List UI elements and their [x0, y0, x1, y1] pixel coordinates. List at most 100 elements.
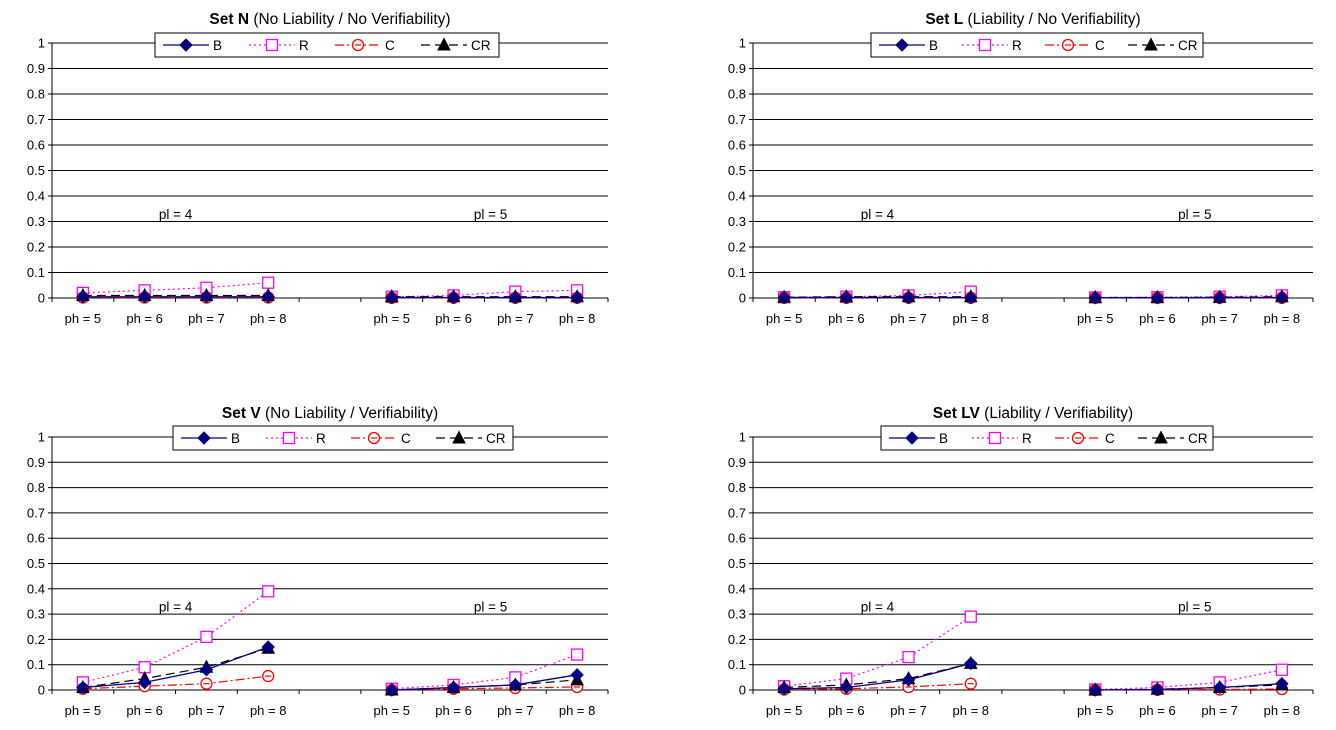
legend: B R C CR	[880, 425, 1214, 451]
legend: B R C CR	[870, 32, 1204, 58]
chart-title: Set L (Liability / No Verifiability)	[925, 11, 1140, 28]
series-line-c	[1095, 688, 1282, 691]
legend-swatch-marker	[1061, 38, 1075, 52]
legend-swatch-marker	[978, 38, 992, 52]
x-tick-label: ph = 8	[250, 703, 287, 718]
x-tick-label: ph = 6	[435, 311, 472, 326]
y-tick-label: 0.8	[27, 480, 45, 495]
data-point-b	[964, 290, 978, 305]
x-tick-label: ph = 8	[250, 311, 287, 326]
data-point-b	[1212, 291, 1227, 305]
data-point-b	[1088, 683, 1102, 697]
chart-set-l-svg: Set L (Liability / No Verifiability) 0 0.1…	[728, 11, 1314, 326]
y-tick-label: 0	[38, 683, 45, 698]
x-tick-label: ph = 6	[828, 703, 865, 718]
data-point-r	[200, 630, 213, 644]
data-point-b	[385, 683, 399, 697]
legend-label: R	[1012, 38, 1022, 53]
data-point-r	[262, 276, 275, 289]
x-tick-label: ph = 6	[1139, 311, 1176, 326]
chart-set-v: Set V (No Liability / Verifiability) 0 0.1…	[0, 365, 668, 730]
legend-swatch-marker	[1154, 430, 1168, 444]
chart-title-rest: (No Liability / No Verifiability)	[249, 11, 451, 28]
chart-title: Set LV (Liability / Verifiability)	[933, 405, 1133, 422]
series-line-r	[391, 289, 578, 298]
legend-swatch-marker	[197, 431, 211, 445]
legend-swatch-marker	[265, 38, 279, 52]
y-tick-label: 0.4	[27, 581, 45, 596]
data-point-b	[508, 290, 523, 305]
data-point-b	[1150, 682, 1165, 697]
y-tick-label: 0.6	[27, 531, 45, 546]
series-line-r	[82, 282, 269, 294]
data-point-b	[1275, 676, 1289, 691]
y-tick-label: 0.5	[27, 163, 45, 178]
legend-swatch-marker	[1144, 37, 1158, 51]
legend-item-r: R	[962, 38, 1022, 53]
y-tick-label: 0	[739, 291, 746, 306]
x-tick-label: ph = 6	[126, 703, 163, 718]
x-tick-label: ph = 5	[65, 311, 102, 326]
legend-item-c: C	[1045, 38, 1105, 53]
data-point-b	[777, 290, 791, 305]
chart-title-bold: Set L	[925, 11, 963, 28]
y-tick-label: 0.8	[728, 480, 746, 495]
data-point-c	[200, 677, 213, 690]
data-point-r	[902, 650, 915, 664]
series-b	[76, 290, 584, 305]
x-tick-label: ph = 5	[374, 311, 411, 326]
chart-title: Set N (No Liability / No Verifiability)	[209, 11, 450, 28]
legend-item-r: R	[249, 38, 309, 53]
legend-label: C	[385, 38, 395, 53]
data-point-b	[1212, 680, 1227, 695]
annotation-label: pl = 5	[474, 600, 507, 615]
series-cr	[76, 640, 584, 696]
x-tick-label: ph = 8	[559, 311, 596, 326]
x-tick-label: ph = 8	[1264, 703, 1301, 718]
annotation-label: pl = 4	[159, 600, 193, 615]
data-point-b	[137, 290, 152, 304]
y-tick-label: 0.4	[728, 581, 746, 596]
y-tick-label: 1	[38, 36, 45, 51]
data-point-b	[901, 673, 916, 687]
legend-label: CR	[1188, 431, 1208, 446]
y-tick-label: 0.7	[728, 112, 746, 127]
chart-title: Set V (No Liability / Verifiability)	[222, 405, 438, 422]
legend-label: C	[1105, 431, 1115, 446]
legend-item-cr: CR	[421, 37, 491, 53]
data-point-b	[76, 290, 90, 304]
series-b	[777, 290, 1289, 305]
x-tick-label: ph = 7	[1201, 311, 1238, 326]
legend-item-c: C	[335, 38, 395, 53]
x-tick-label: ph = 7	[188, 311, 225, 326]
legend-item-b: B	[889, 431, 948, 446]
legend-item-c: C	[351, 431, 411, 446]
y-tick-label: 0.6	[728, 138, 746, 153]
x-tick-label: ph = 5	[766, 703, 803, 718]
legend-swatch-marker	[895, 38, 909, 52]
y-tick-label: 0.6	[27, 138, 45, 153]
series-line-r	[1095, 669, 1283, 691]
x-tick-label: ph = 5	[374, 703, 411, 718]
data-point-b	[1150, 291, 1165, 305]
series-b	[777, 656, 1289, 697]
data-point-c	[964, 677, 977, 690]
x-tick-label: ph = 8	[1264, 311, 1301, 326]
data-point-b	[839, 680, 854, 695]
x-tick-label: ph = 7	[890, 703, 927, 718]
legend-label: CR	[471, 38, 491, 53]
series-r	[777, 285, 1289, 304]
series-line-r	[784, 616, 972, 687]
x-tick-label: ph = 6	[1139, 703, 1176, 718]
x-tick-label: ph = 5	[1077, 703, 1114, 718]
legend-label: R	[316, 431, 326, 446]
legend-item-r: R	[266, 431, 326, 446]
annotation-label: pl = 5	[1178, 600, 1211, 615]
y-tick-label: 1	[739, 430, 746, 445]
series-line-r	[391, 654, 578, 690]
legend-label: B	[213, 38, 222, 53]
y-tick-label: 0.5	[27, 556, 45, 571]
data-point-b	[570, 668, 584, 682]
y-tick-label: 0.2	[27, 632, 45, 647]
y-tick-label: 0.8	[27, 87, 45, 102]
